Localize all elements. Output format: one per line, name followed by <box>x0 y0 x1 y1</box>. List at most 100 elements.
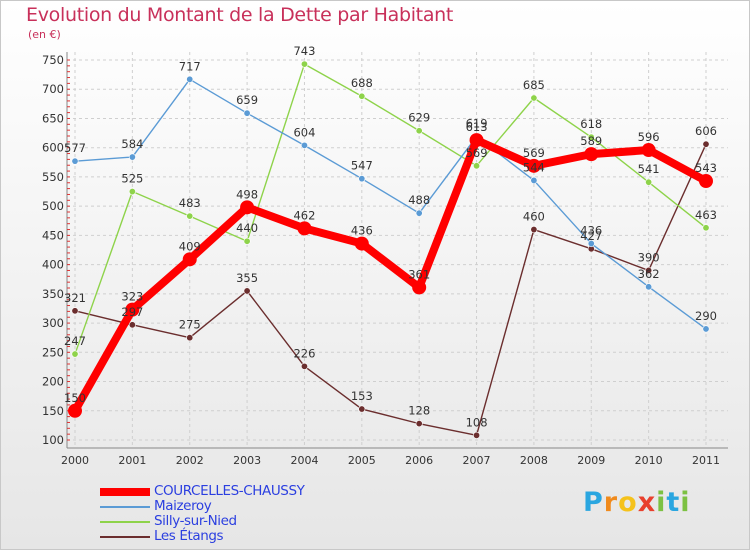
legend-label: Maizeroy <box>154 498 212 514</box>
y-tick-label: 550 <box>42 170 64 184</box>
data-point <box>354 236 369 251</box>
data-label: 460 <box>523 210 545 224</box>
proxiti-logo: Proxiti <box>583 487 691 518</box>
data-point <box>702 325 710 333</box>
data-point <box>473 162 481 170</box>
data-label: 409 <box>179 239 201 253</box>
legend-label: COURCELLES-CHAUSSY <box>154 483 305 499</box>
x-tick-label: 2007 <box>463 454 491 467</box>
data-label: 390 <box>638 250 660 264</box>
data-label: 427 <box>580 229 602 243</box>
data-label: 290 <box>695 309 717 323</box>
data-label: 355 <box>236 271 258 285</box>
data-point <box>300 141 308 149</box>
data-point <box>243 237 251 245</box>
data-label: 717 <box>179 59 201 73</box>
data-point <box>182 252 197 267</box>
data-point <box>641 143 656 158</box>
data-point <box>71 307 79 315</box>
logo-letter: i <box>656 487 667 518</box>
y-tick-label: 100 <box>42 433 64 447</box>
data-point <box>186 334 194 342</box>
data-point <box>128 153 136 161</box>
data-point <box>587 240 595 248</box>
data-point <box>128 188 136 196</box>
logo-letter: P <box>583 487 604 518</box>
series-line-3 <box>74 143 707 437</box>
data-label: 488 <box>408 193 430 207</box>
data-point <box>243 109 251 117</box>
legend-label: Silly-sur-Nied <box>154 513 237 529</box>
data-point <box>300 362 308 370</box>
data-point <box>702 140 710 148</box>
y-tick-label: 500 <box>42 199 64 213</box>
data-label: 108 <box>466 415 488 429</box>
legend-label: Les Étangs <box>154 528 224 544</box>
data-label: 436 <box>351 224 373 238</box>
logo-letter: i <box>680 487 691 518</box>
data-label: 483 <box>179 196 201 210</box>
data-point <box>358 405 366 413</box>
chart-unit-label: (en €) <box>28 28 61 41</box>
data-label: 629 <box>408 111 430 125</box>
x-tick-label: 2006 <box>405 454 433 467</box>
data-label: 547 <box>351 159 373 173</box>
y-tick-label: 200 <box>42 375 64 389</box>
y-tick-label: 600 <box>42 141 64 155</box>
y-tick-label: 650 <box>42 111 64 125</box>
data-point <box>297 221 312 236</box>
legend-swatch <box>100 521 150 523</box>
data-point <box>645 178 653 186</box>
x-tick-label: 2001 <box>118 454 146 467</box>
x-tick-label: 2002 <box>176 454 204 467</box>
data-label: 569 <box>466 146 488 160</box>
data-point <box>699 174 713 189</box>
data-point <box>469 133 484 148</box>
data-point <box>186 212 194 220</box>
data-point <box>412 280 427 295</box>
data-label: 659 <box>236 93 258 107</box>
series-line-2 <box>74 63 707 355</box>
data-label: 275 <box>179 318 201 332</box>
data-label: 577 <box>64 141 86 155</box>
data-point <box>128 321 136 329</box>
x-tick-label: 2010 <box>635 454 663 467</box>
chart-title: Evolution du Montant de la Dette par Hab… <box>26 4 454 26</box>
data-label: 498 <box>236 187 258 201</box>
y-tick-label: 150 <box>42 404 64 418</box>
x-tick-label: 2008 <box>520 454 548 467</box>
data-point <box>300 60 308 68</box>
y-tick-label: 700 <box>42 82 64 96</box>
legend-swatch <box>100 536 150 538</box>
x-tick-label: 2005 <box>348 454 376 467</box>
data-label: 604 <box>293 125 315 139</box>
data-label: 743 <box>293 44 315 58</box>
y-tick-label: 450 <box>42 228 64 242</box>
x-tick-label: 2004 <box>290 454 318 467</box>
data-point <box>473 431 481 439</box>
data-label: 618 <box>580 117 602 131</box>
y-tick-label: 300 <box>42 316 64 330</box>
y-tick-label: 400 <box>42 258 64 272</box>
legend-swatch <box>100 488 150 496</box>
data-label: 462 <box>293 208 315 222</box>
data-label: 128 <box>408 404 430 418</box>
data-label: 584 <box>121 137 143 151</box>
data-label: 589 <box>580 134 602 148</box>
x-tick-label: 2009 <box>577 454 605 467</box>
data-label: 226 <box>293 346 315 360</box>
data-label: 569 <box>523 146 545 160</box>
data-point <box>530 94 538 102</box>
data-point <box>645 266 653 274</box>
data-label: 321 <box>64 291 86 305</box>
logo-letter: x <box>637 487 657 518</box>
data-point <box>702 224 710 232</box>
data-label: 613 <box>466 120 488 134</box>
y-tick-label: 350 <box>42 287 64 301</box>
data-point <box>240 200 255 215</box>
data-label: 361 <box>408 267 430 281</box>
y-tick-label: 750 <box>42 53 64 67</box>
logo-letter: t <box>666 487 681 518</box>
